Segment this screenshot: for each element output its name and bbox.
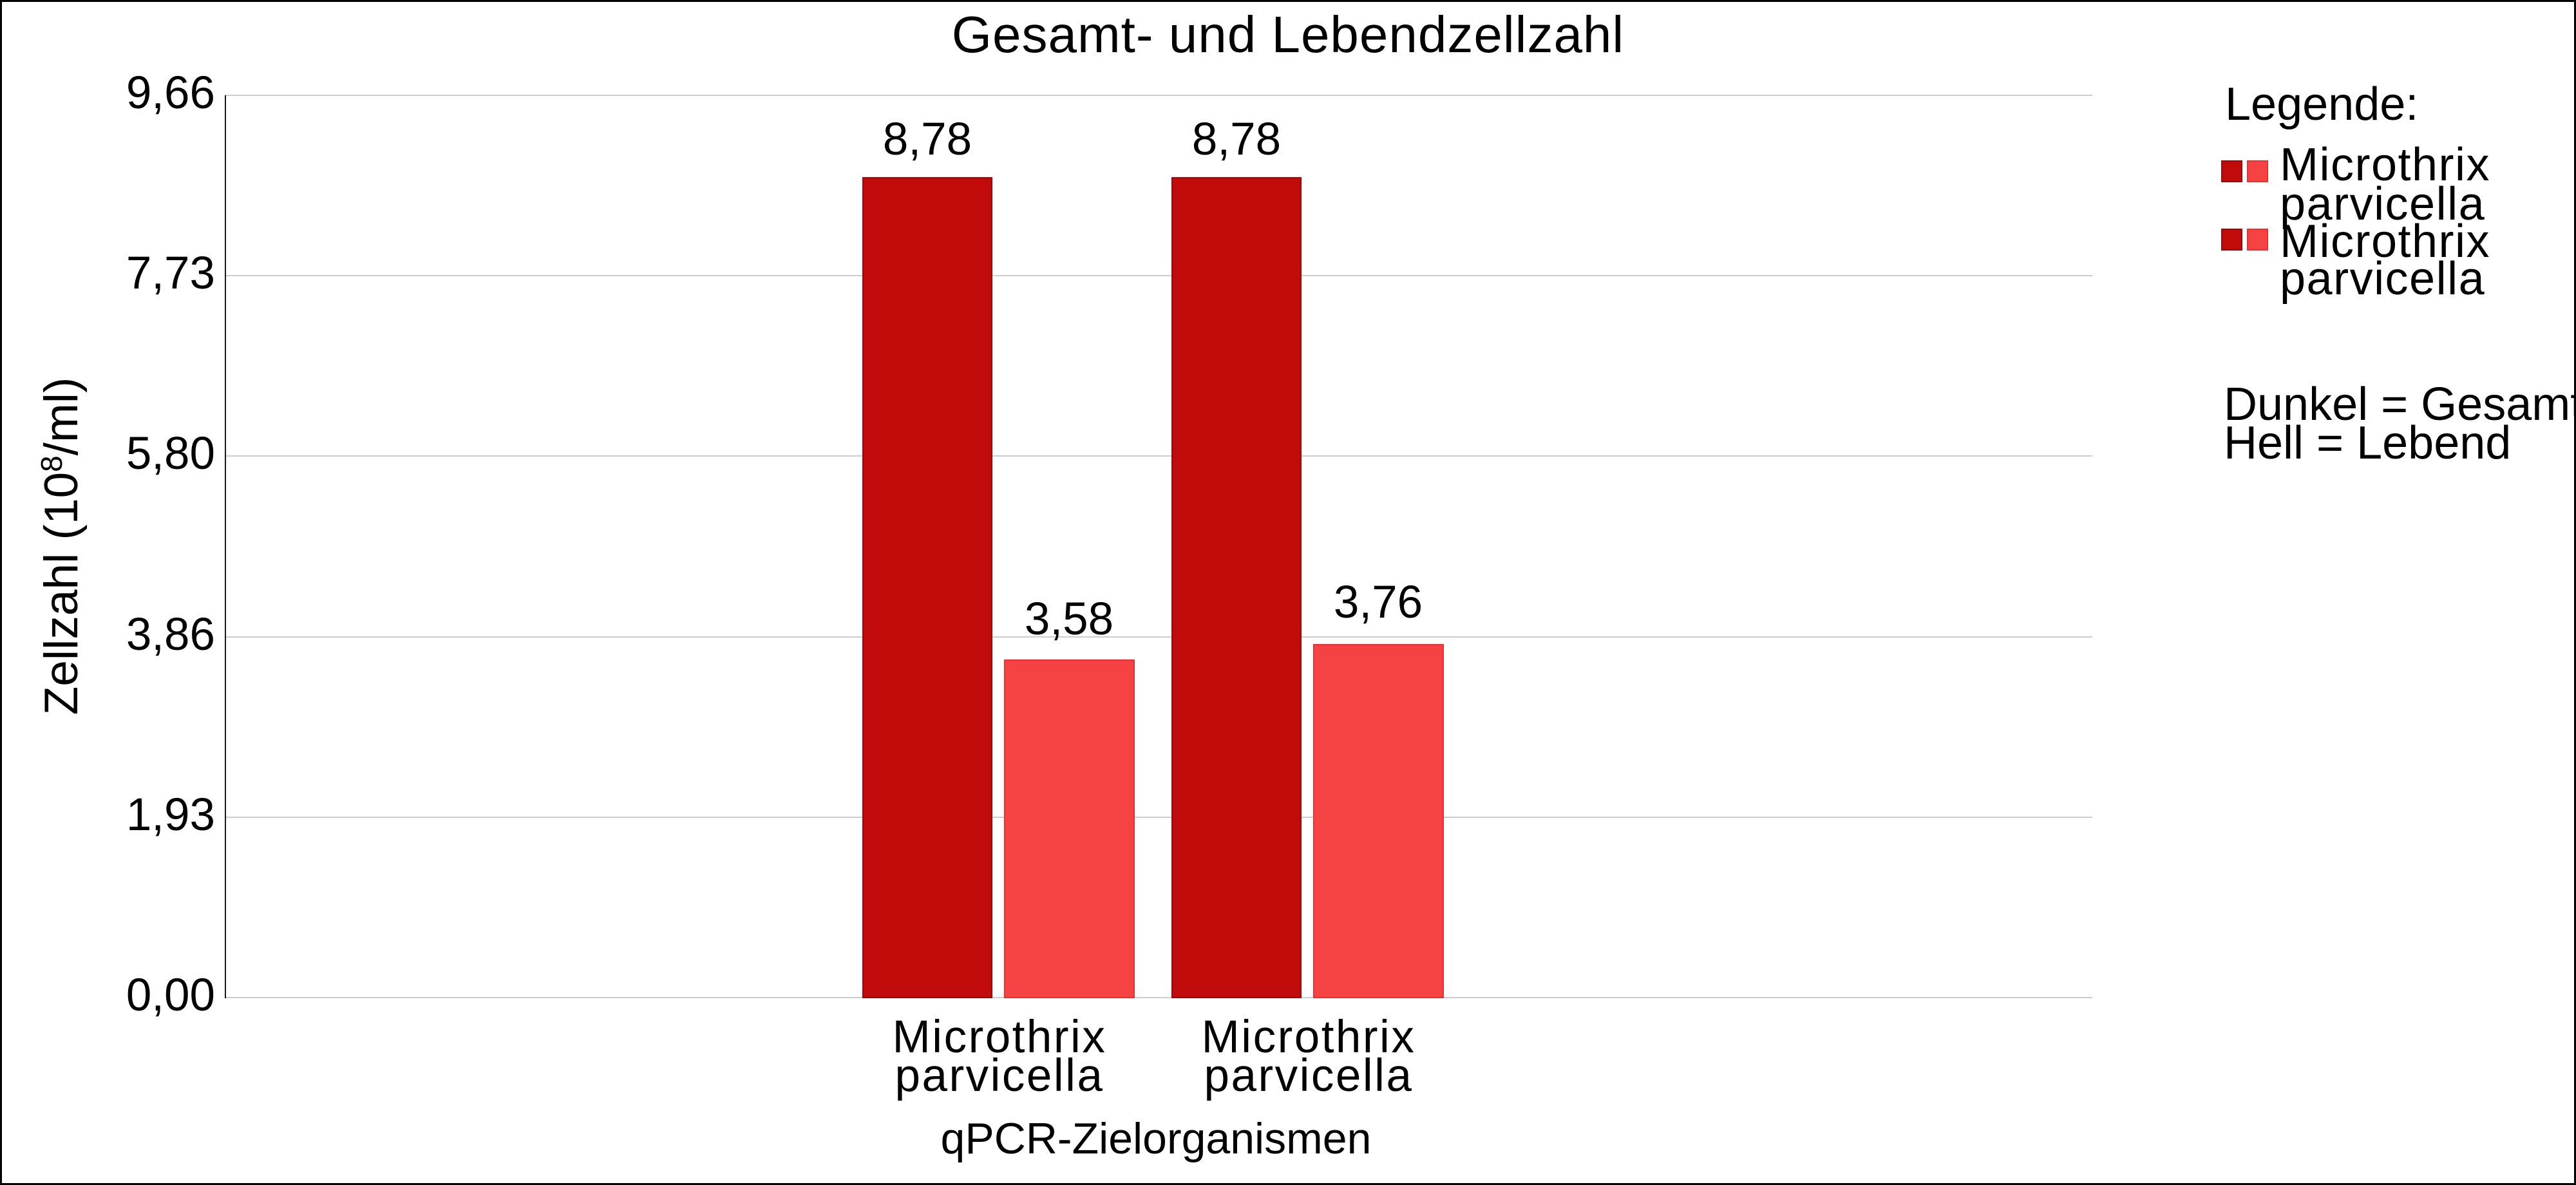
svg-text:Legende:: Legende: [2225,79,2418,130]
svg-text:8,78: 8,78 [883,114,972,165]
svg-text:8,78: 8,78 [1192,114,1281,165]
svg-text:parvicella: parvicella [2280,178,2485,230]
svg-text:Gesamt- und Lebendzellzahl: Gesamt- und Lebendzellzahl [952,6,1624,63]
svg-text:0,00: 0,00 [126,970,215,1021]
svg-text:3,58: 3,58 [1025,594,1113,645]
svg-text:Microthrix: Microthrix [893,1012,1107,1063]
svg-text:qPCR-Zielorganismen: qPCR-Zielorganismen [941,1114,1372,1163]
svg-text:7,73: 7,73 [126,248,215,299]
svg-text:parvicella: parvicella [2280,253,2485,305]
svg-text:Hell = Lebend: Hell = Lebend [2224,417,2511,469]
svg-text:parvicella: parvicella [1204,1050,1414,1101]
svg-text:9,66: 9,66 [126,68,215,118]
svg-text:3,76: 3,76 [1334,577,1423,628]
svg-text:5,80: 5,80 [126,428,215,479]
svg-text:Microthrix: Microthrix [2280,139,2490,191]
svg-text:Microthrix: Microthrix [2280,216,2490,267]
svg-text:Zellzahl (108/ml): Zellzahl (108/ml) [35,377,88,716]
svg-text:Microthrix: Microthrix [1202,1012,1416,1063]
svg-text:3,86: 3,86 [126,609,215,660]
svg-text:1,93: 1,93 [126,790,215,840]
svg-text:Dunkel = Gesamt: Dunkel = Gesamt [2224,379,2576,430]
svg-text:parvicella: parvicella [895,1050,1104,1101]
